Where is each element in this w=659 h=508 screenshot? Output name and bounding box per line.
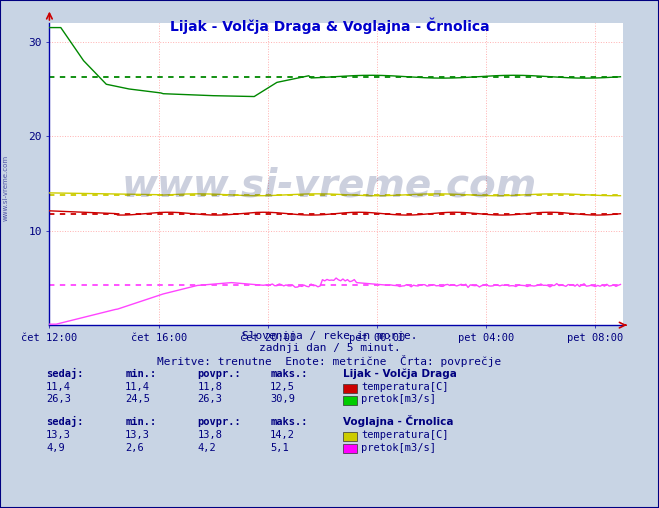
Text: 14,2: 14,2 [270, 430, 295, 440]
Text: maks.:: maks.: [270, 369, 308, 379]
Text: Voglajna - Črnolica: Voglajna - Črnolica [343, 415, 453, 427]
Text: www.si-vreme.com: www.si-vreme.com [2, 155, 9, 221]
Text: sedaj:: sedaj: [46, 368, 84, 379]
Text: www.si-vreme.com: www.si-vreme.com [122, 167, 537, 204]
Text: Lijak - Volčja Draga: Lijak - Volčja Draga [343, 368, 457, 379]
Text: 30,9: 30,9 [270, 394, 295, 404]
Text: pretok[m3/s]: pretok[m3/s] [361, 442, 436, 453]
Text: 26,3: 26,3 [198, 394, 223, 404]
Text: temperatura[C]: temperatura[C] [361, 382, 449, 392]
Text: min.:: min.: [125, 417, 156, 427]
Text: maks.:: maks.: [270, 417, 308, 427]
Text: 2,6: 2,6 [125, 442, 144, 453]
Text: 26,3: 26,3 [46, 394, 71, 404]
Text: 4,9: 4,9 [46, 442, 65, 453]
Text: Meritve: trenutne  Enote: metrične  Črta: povprečje: Meritve: trenutne Enote: metrične Črta: … [158, 355, 501, 367]
Text: sedaj:: sedaj: [46, 416, 84, 427]
Text: 13,3: 13,3 [46, 430, 71, 440]
Text: 12,5: 12,5 [270, 382, 295, 392]
Text: pretok[m3/s]: pretok[m3/s] [361, 394, 436, 404]
Text: 5,1: 5,1 [270, 442, 289, 453]
Text: 11,4: 11,4 [125, 382, 150, 392]
Text: temperatura[C]: temperatura[C] [361, 430, 449, 440]
Text: zadnji dan / 5 minut.: zadnji dan / 5 minut. [258, 343, 401, 353]
Text: Lijak - Volčja Draga & Voglajna - Črnolica: Lijak - Volčja Draga & Voglajna - Črnoli… [169, 18, 490, 34]
Text: povpr.:: povpr.: [198, 369, 241, 379]
Text: 11,8: 11,8 [198, 382, 223, 392]
Text: 24,5: 24,5 [125, 394, 150, 404]
Text: Slovenija / reke in morje.: Slovenija / reke in morje. [242, 331, 417, 341]
Text: povpr.:: povpr.: [198, 417, 241, 427]
Text: 4,2: 4,2 [198, 442, 216, 453]
Text: 13,8: 13,8 [198, 430, 223, 440]
Text: min.:: min.: [125, 369, 156, 379]
Text: 13,3: 13,3 [125, 430, 150, 440]
Text: 11,4: 11,4 [46, 382, 71, 392]
